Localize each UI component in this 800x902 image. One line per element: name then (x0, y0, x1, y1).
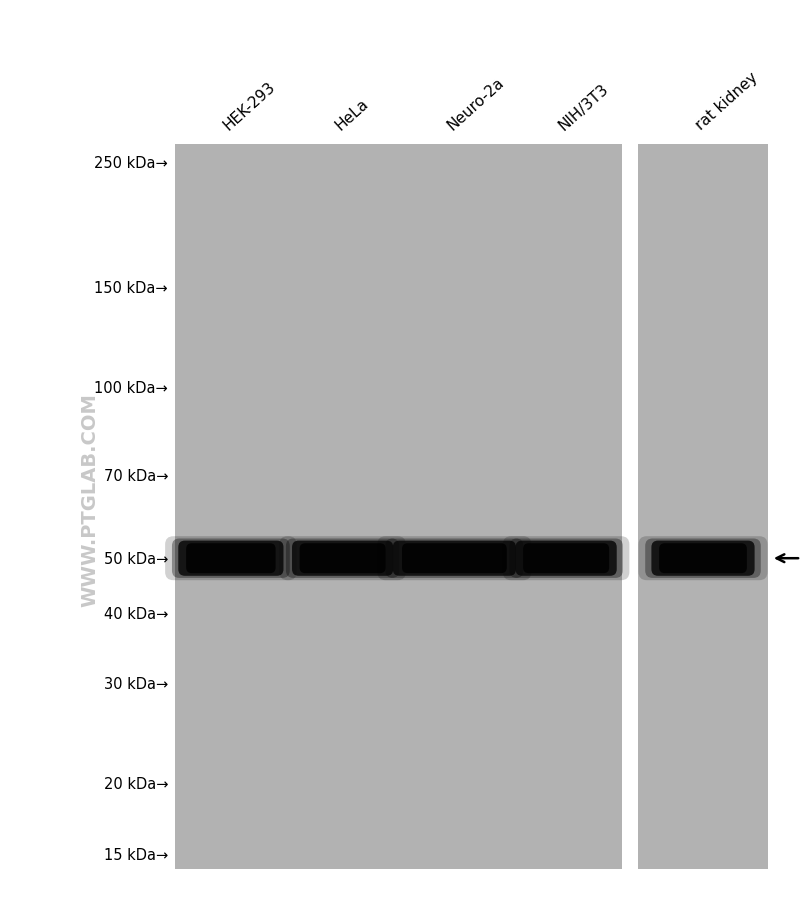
Text: WWW.PTGLAB.COM: WWW.PTGLAB.COM (81, 392, 99, 606)
Text: 30 kDa→: 30 kDa→ (104, 676, 168, 692)
FancyBboxPatch shape (646, 538, 761, 578)
Text: 50 kDa→: 50 kDa→ (104, 551, 168, 566)
Bar (175, 145, 622, 869)
FancyBboxPatch shape (292, 541, 394, 576)
FancyBboxPatch shape (510, 538, 622, 578)
FancyBboxPatch shape (651, 541, 754, 576)
Text: 150 kDa→: 150 kDa→ (94, 281, 168, 296)
FancyBboxPatch shape (378, 537, 531, 581)
FancyBboxPatch shape (402, 544, 506, 574)
Text: 70 kDa→: 70 kDa→ (103, 468, 168, 483)
Text: HeLa: HeLa (333, 96, 371, 133)
FancyBboxPatch shape (659, 544, 747, 574)
FancyBboxPatch shape (279, 537, 406, 581)
FancyBboxPatch shape (515, 541, 617, 576)
FancyBboxPatch shape (300, 544, 386, 574)
Text: NIH/3T3: NIH/3T3 (556, 80, 612, 133)
Text: Neuro-2a: Neuro-2a (444, 75, 507, 133)
Text: 20 kDa→: 20 kDa→ (103, 777, 168, 791)
FancyBboxPatch shape (178, 541, 283, 576)
FancyBboxPatch shape (393, 541, 516, 576)
FancyBboxPatch shape (165, 537, 297, 581)
FancyBboxPatch shape (186, 544, 275, 574)
Text: 100 kDa→: 100 kDa→ (94, 381, 168, 396)
FancyBboxPatch shape (386, 538, 523, 578)
FancyBboxPatch shape (172, 538, 290, 578)
Text: rat kidney: rat kidney (693, 69, 761, 133)
Text: 250 kDa→: 250 kDa→ (94, 155, 168, 170)
FancyBboxPatch shape (503, 537, 630, 581)
Text: 40 kDa→: 40 kDa→ (104, 606, 168, 621)
FancyBboxPatch shape (523, 544, 609, 574)
Text: 15 kDa→: 15 kDa→ (104, 847, 168, 862)
FancyBboxPatch shape (638, 537, 767, 581)
Text: HEK-293: HEK-293 (221, 78, 278, 133)
Bar (638, 145, 768, 869)
FancyBboxPatch shape (286, 538, 399, 578)
